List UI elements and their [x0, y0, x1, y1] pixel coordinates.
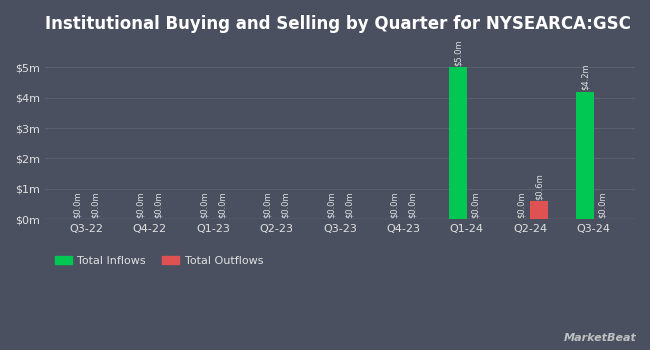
- Text: $0.0m: $0.0m: [408, 191, 417, 218]
- Bar: [530, 201, 548, 219]
- Text: $0.0m: $0.0m: [344, 191, 354, 218]
- Legend: Total Inflows, Total Outflows: Total Inflows, Total Outflows: [51, 251, 268, 270]
- Text: $0.0m: $0.0m: [390, 191, 399, 218]
- Bar: [449, 67, 467, 219]
- Text: $0.0m: $0.0m: [517, 191, 526, 218]
- Bar: [576, 92, 593, 219]
- Text: $0.0m: $0.0m: [200, 191, 209, 218]
- Text: $0.6m: $0.6m: [535, 173, 543, 200]
- Text: $0.0m: $0.0m: [281, 191, 290, 218]
- Text: MarketBeat: MarketBeat: [564, 333, 637, 343]
- Text: $5.0m: $5.0m: [454, 40, 462, 66]
- Text: $4.2m: $4.2m: [580, 64, 590, 90]
- Text: $0.0m: $0.0m: [326, 191, 335, 218]
- Text: $0.0m: $0.0m: [90, 191, 99, 218]
- Text: $0.0m: $0.0m: [154, 191, 163, 218]
- Text: $0.0m: $0.0m: [136, 191, 145, 218]
- Text: $0.0m: $0.0m: [73, 191, 82, 218]
- Text: $0.0m: $0.0m: [217, 191, 226, 218]
- Text: $0.0m: $0.0m: [471, 191, 480, 218]
- Text: $0.0m: $0.0m: [598, 191, 607, 218]
- Text: Institutional Buying and Selling by Quarter for NYSEARCA:GSC: Institutional Buying and Selling by Quar…: [45, 15, 630, 33]
- Text: $0.0m: $0.0m: [263, 191, 272, 218]
